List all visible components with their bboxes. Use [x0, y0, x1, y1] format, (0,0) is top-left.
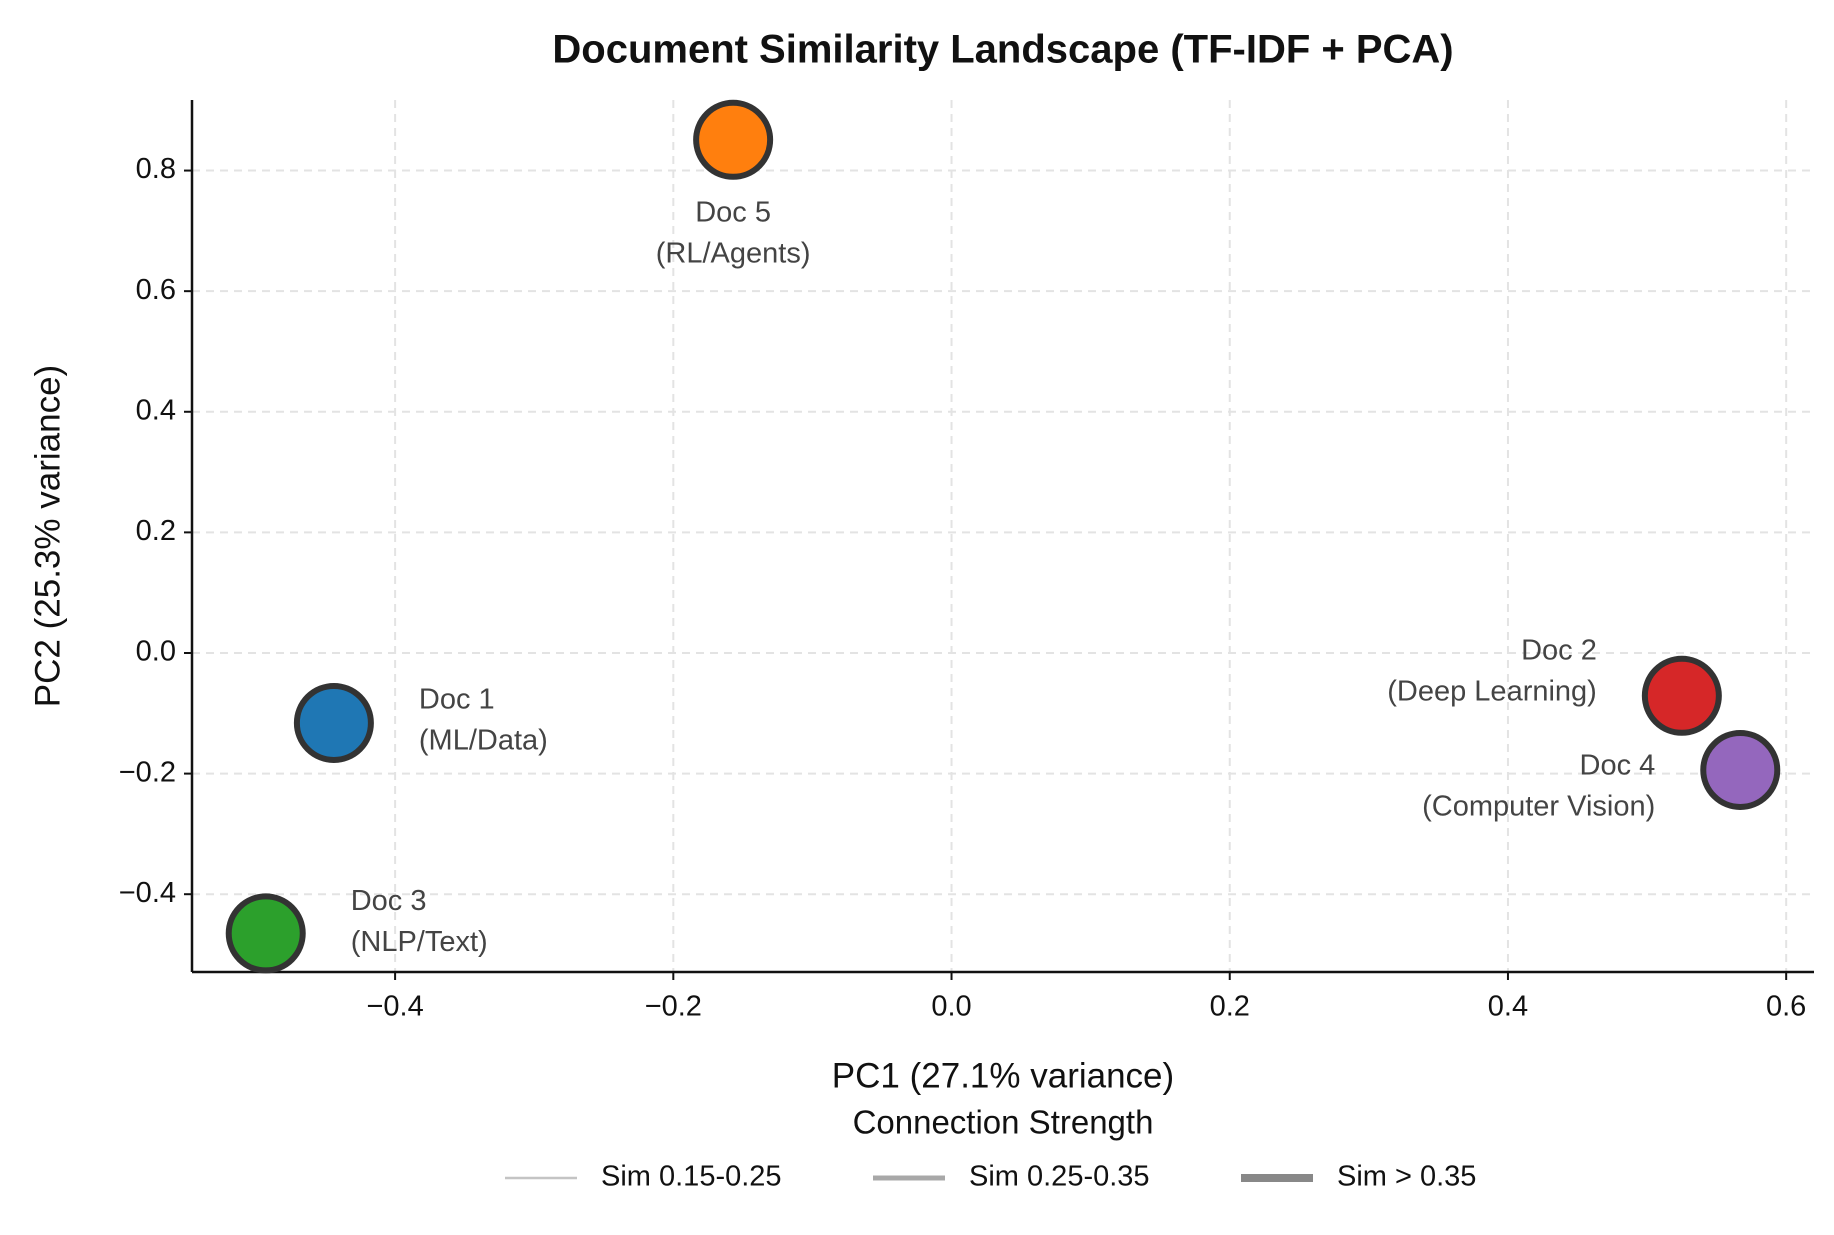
point: [225, 893, 306, 974]
point: [693, 99, 774, 180]
x-tick-label: −0.2: [645, 991, 702, 1023]
x-tick-label: 0.4: [1488, 991, 1528, 1023]
legend-label: Sim 0.15-0.25: [601, 1161, 782, 1193]
legend-title: Connection Strength: [853, 1104, 1154, 1141]
y-tick-label: 0.0: [136, 636, 176, 668]
point: [1700, 729, 1781, 810]
point-label: Doc 1: [419, 684, 495, 716]
legend-label: Sim > 0.35: [1337, 1161, 1476, 1193]
point-topic: (RL/Agents): [656, 237, 811, 269]
y-tick-label: −0.4: [119, 877, 176, 909]
point-label: Doc 3: [351, 885, 427, 917]
x-tick-label: −0.4: [366, 991, 423, 1023]
point-label: Doc 4: [1580, 750, 1656, 782]
point-label: Doc 2: [1521, 634, 1597, 666]
point-topic: (NLP/Text): [351, 926, 488, 958]
legend-label: Sim 0.25-0.35: [969, 1161, 1150, 1193]
x-tick-label: 0.6: [1766, 991, 1806, 1023]
y-tick-label: 0.6: [136, 274, 176, 306]
point-topic: (Deep Learning): [1387, 675, 1597, 707]
y-tick-label: −0.2: [119, 756, 176, 788]
x-tick-label: 0.0: [931, 991, 971, 1023]
point: [293, 682, 374, 763]
x-tick-label: 0.2: [1210, 991, 1250, 1023]
y-axis-label: PC2 (25.3% variance): [28, 365, 67, 707]
point: [1641, 655, 1722, 736]
y-tick-label: 0.2: [136, 515, 176, 547]
y-tick-label: 0.8: [136, 153, 176, 185]
chart-title: Document Similarity Landscape (TF-IDF + …: [552, 28, 1453, 72]
point-label: Doc 5: [695, 196, 771, 228]
point-topic: (ML/Data): [419, 725, 548, 757]
x-axis-label: PC1 (27.1% variance): [832, 1056, 1174, 1095]
y-tick-label: 0.4: [136, 394, 176, 426]
point-topic: (Computer Vision): [1422, 791, 1655, 823]
